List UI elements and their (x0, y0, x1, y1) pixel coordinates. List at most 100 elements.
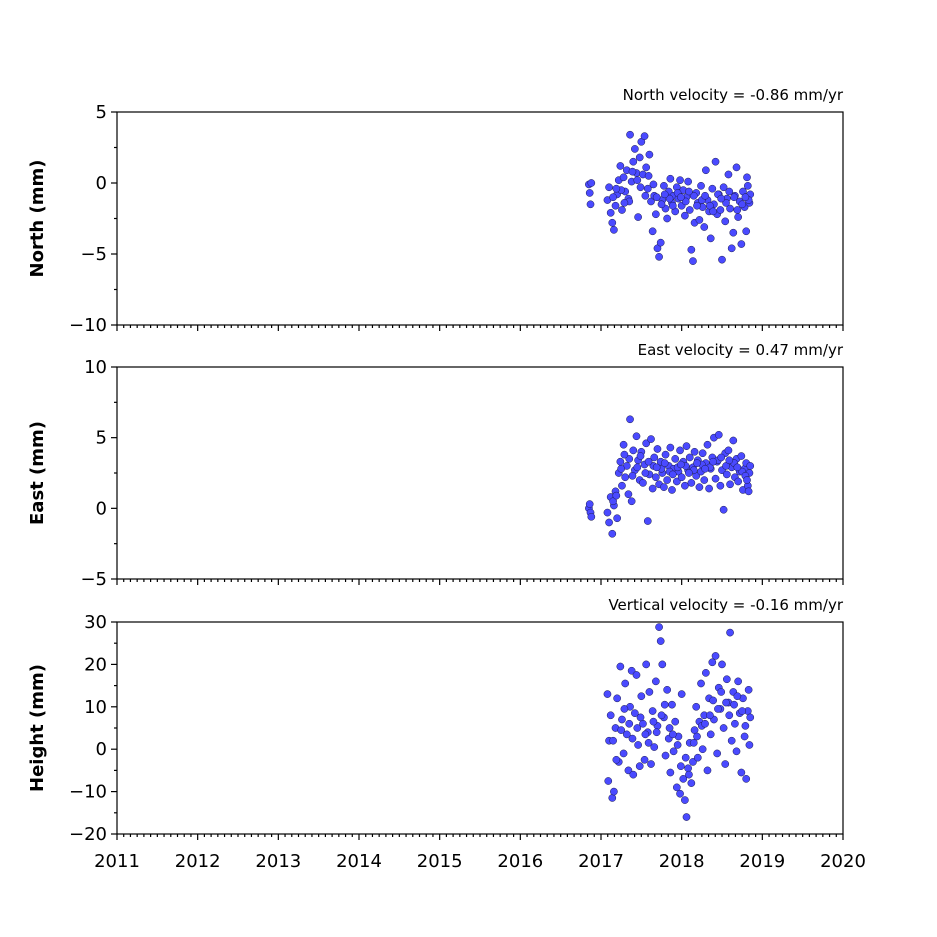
north-data-point (631, 145, 639, 153)
north-data-point (717, 194, 726, 203)
north-data-point (743, 181, 752, 190)
height-data-point (665, 724, 674, 732)
xtick-label: 2012 (175, 851, 221, 872)
north-data-point (619, 173, 628, 182)
height-data-point (618, 715, 626, 724)
east-data-point (620, 450, 629, 459)
height-data-point (738, 707, 747, 715)
north-data-point (742, 227, 751, 236)
north-data-point (585, 189, 594, 197)
east-data-point (628, 471, 637, 480)
height-data-point (636, 713, 645, 722)
height-ytick-label: 20 (84, 654, 107, 675)
east-data-point (733, 463, 742, 472)
east-data-point (725, 456, 734, 465)
height-data-point (666, 768, 675, 777)
east-data-point (711, 474, 720, 483)
north-data-point (689, 191, 698, 200)
height-data-point (609, 736, 617, 745)
east-data-point (690, 447, 699, 456)
east-data-point (644, 457, 653, 466)
north-data-point (706, 234, 715, 243)
height-data-point (706, 711, 714, 720)
east-data-point (612, 491, 621, 500)
height-data-point (731, 719, 739, 728)
height-data-point (689, 758, 697, 766)
east-data-point (660, 459, 669, 467)
east-axes-frame (116, 366, 844, 580)
height-data-point (645, 688, 654, 696)
height-data-point (621, 679, 630, 688)
east-data-point (693, 459, 701, 467)
north-data-point (716, 206, 725, 214)
xtick-label: 2014 (336, 851, 382, 872)
east-data-point (617, 464, 626, 473)
north-data-point (725, 187, 734, 196)
height-points (603, 623, 755, 821)
east-ytick-label: 10 (84, 357, 107, 378)
height-data-point (722, 698, 730, 707)
north-data-point (640, 132, 649, 140)
xtick-label: 2020 (820, 851, 866, 872)
north-data-point (700, 223, 709, 231)
height-data-point (719, 724, 728, 732)
north-data-point (660, 190, 669, 199)
height-data-point (613, 694, 621, 703)
north-data-point (652, 193, 661, 202)
height-data-point (619, 749, 628, 758)
north-data-point (612, 184, 621, 193)
north-data-point (685, 206, 694, 214)
east-data-point (648, 484, 657, 493)
east-data-point (642, 439, 651, 448)
east-data-point (672, 477, 681, 486)
east-data-point (729, 436, 738, 445)
east-data-point (698, 449, 707, 458)
height-data-point (661, 751, 670, 760)
north-data-point (629, 157, 638, 166)
height-data-point (702, 669, 710, 677)
north-data-point (724, 170, 733, 179)
north-data-point (652, 210, 660, 219)
north-data-point (657, 200, 666, 209)
east-ytick-label: 5 (96, 428, 107, 449)
east-data-point (703, 440, 712, 449)
east-data-point (737, 452, 746, 460)
east-data-point (608, 529, 617, 538)
east-data-point (677, 473, 686, 482)
north-data-point (693, 201, 701, 210)
height-data-point (622, 730, 631, 739)
east-data-point (605, 518, 613, 527)
height-data-point (706, 730, 715, 739)
height-data-point (692, 702, 701, 711)
north-data-point (718, 255, 726, 264)
height-data-point (745, 741, 754, 749)
height-data-point (640, 755, 649, 764)
height-axes-frame (116, 621, 844, 835)
xtick-label: 2019 (739, 851, 785, 872)
north-data-point (586, 200, 595, 209)
east-data-point (668, 486, 676, 494)
height-data-point (672, 783, 681, 792)
height-data-point (658, 660, 667, 669)
east-data-point (663, 476, 671, 484)
height-data-point (697, 679, 705, 688)
xtick-label: 2018 (659, 851, 705, 872)
north-ytick-label: 5 (96, 102, 107, 123)
height-data-point (733, 692, 742, 701)
height-data-point (721, 760, 730, 768)
north-data-point (695, 216, 704, 224)
height-data-point (744, 685, 753, 694)
height-data-point (725, 711, 734, 720)
north-data-point (730, 193, 738, 202)
east-data-point (661, 450, 670, 459)
north-ytick-label: −5 (80, 244, 107, 265)
east-panel: −5 0 5 10 East (mm) East velocity = 0.47 mm/y… (27, 341, 844, 590)
height-data-point (634, 741, 642, 749)
east-data-point (616, 457, 625, 466)
north-data-point (708, 184, 717, 193)
height-data-point (727, 736, 736, 745)
north-data-point (697, 181, 705, 190)
east-data-point (724, 446, 733, 455)
height-data-point (676, 789, 684, 798)
height-data-point (631, 709, 639, 718)
